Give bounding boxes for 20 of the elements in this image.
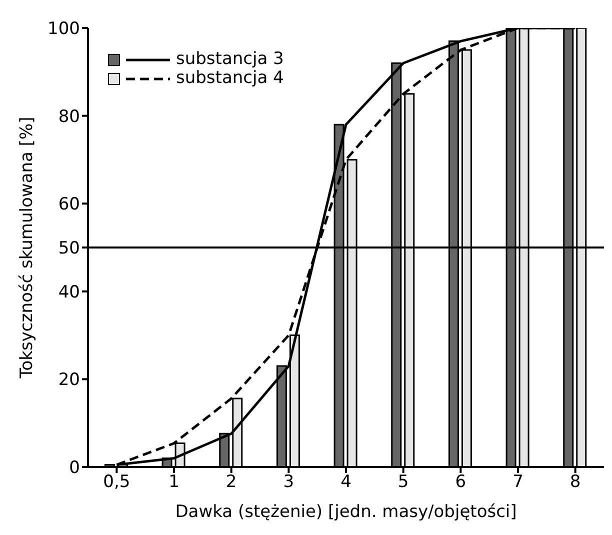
x-tick-label: 5	[398, 472, 409, 492]
y-tick-label: 60	[58, 194, 80, 215]
x-tick-label: 1	[168, 472, 180, 492]
y-tick-label: 50	[58, 238, 80, 259]
x-tick-label: 7	[512, 472, 524, 492]
y-tick-label: 40	[58, 282, 80, 302]
x-axis-title: Dawka (stężenie) [jedn. masy/objętości]	[175, 502, 517, 522]
y-axis-title: Toksyczność skumulowana [%]	[17, 116, 38, 380]
x-tick-label: 4	[340, 472, 352, 492]
x-tick-label: 0,5	[103, 472, 130, 492]
x-tick-label: 8	[570, 472, 581, 492]
y-tick-label: 20	[58, 370, 80, 390]
x-tick-label: 3	[283, 472, 294, 492]
legend-label: substancja 3	[176, 49, 284, 69]
y-tick-label: 0	[69, 458, 80, 478]
y-tick-label: 100	[48, 19, 80, 40]
x-tick-label: 2	[226, 472, 237, 492]
legend-label: substancja 4	[176, 68, 284, 88]
x-tick-label: 6	[455, 472, 466, 492]
y-tick-label: 80	[58, 106, 80, 127]
